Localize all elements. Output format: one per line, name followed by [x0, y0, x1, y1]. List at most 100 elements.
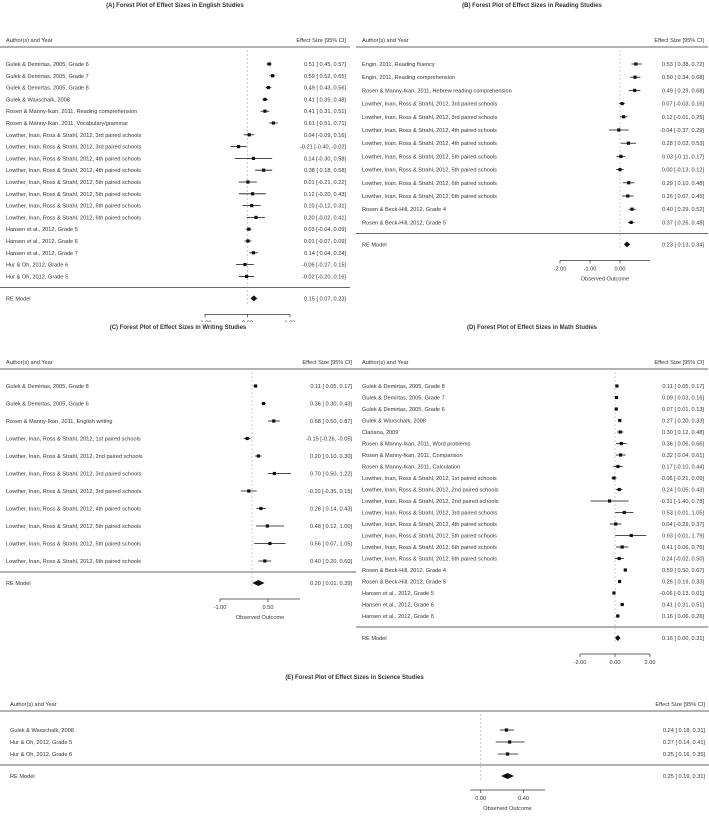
effect-size-ci-label: 0.68 [ 0.50, 0.87] [310, 419, 352, 425]
column-header-effect-size: Effect Size [95% CI] [654, 38, 704, 44]
effect-size-ci-label: 0.20 [ 0.10, 0.30] [310, 454, 352, 460]
point-estimate-square [263, 109, 267, 113]
point-estimate-square [617, 487, 621, 492]
point-estimate-square [622, 510, 626, 515]
x-tick-label: -2.00 [554, 266, 567, 272]
study-label: Lowther, Inan, Ross & Strahl, 2012, 1st … [6, 437, 141, 443]
study-label: Rosen & Beck-Hill, 2012, Grade 5 [362, 580, 446, 586]
effect-size-ci-label: 0.24 [ 0.05, 0.43] [662, 488, 704, 494]
column-header-study: Author(s) and Year [6, 360, 53, 366]
point-estimate-square [253, 384, 258, 388]
effect-size-ci-label: 0.01 [-0.21, 0.22] [304, 180, 347, 186]
study-label: Hur & Oh, 2012, Grade 6 [6, 263, 68, 269]
study-label: Hansen et al., 2012, Grade 5 [6, 227, 78, 233]
effect-size-ci-label: 0.26 [ 0.19, 0.33] [662, 580, 704, 586]
forest-plot-svg: (D) Forest Plot of Effect Sizes in Math … [356, 325, 708, 676]
effect-size-ci-label: 0.24 [-0.02, 0.50] [662, 557, 705, 563]
effect-size-ci-label: 0.56 [ 0.07, 1.05] [310, 542, 352, 548]
summary-ci-label: 0.23 [ 0.13, 0.34] [662, 242, 704, 248]
point-estimate-square [614, 407, 618, 411]
column-header-study: Author(s) and Year [362, 38, 409, 44]
effect-size-ci-label: -0.06 [-0.13, 0.01] [660, 591, 705, 597]
effect-size-ci-label: 0.70 [ 0.50, 1.22] [310, 472, 352, 478]
effect-size-ci-label: 0.49 [ 0.29, 0.68] [662, 88, 704, 94]
effect-size-ci-label: 0.41 [ 0.31, 0.51] [662, 603, 704, 609]
study-label: Lowther, Inan, Ross & Strahl, 2012, 2nd … [362, 499, 499, 505]
point-estimate-square [262, 168, 266, 172]
study-label: Lowther, Inan, Ross & Strahl, 2012, 6th … [6, 204, 141, 210]
point-estimate-square [612, 476, 616, 480]
effect-size-ci-label: 0.36 [ 0.30, 0.43] [310, 402, 352, 408]
x-tick-label: -1.00 [214, 605, 227, 611]
point-estimate-square [245, 436, 249, 441]
effect-size-ci-label: 0.12 [-0.20, 0.43] [304, 192, 347, 198]
effect-size-ci-label: 0.27 [ 0.20, 0.33] [662, 419, 704, 425]
study-label: Lowther, Inan, Ross & Strahl, 2012, 3rd … [6, 133, 141, 139]
study-label: Rosen & Manny-Ikan, 2011, English writin… [6, 419, 113, 425]
effect-size-ci-label: -0.02 [-0.20, 0.16] [302, 274, 347, 280]
effect-size-ci-label: -0.10 [-0.35, 0.15] [308, 489, 353, 495]
point-estimate-square [620, 602, 624, 607]
column-header-effect-size: Effect Size [95% CI] [654, 360, 704, 366]
effect-size-ci-label: 0.01 [-0.07, 0.09] [304, 239, 347, 245]
study-label: Engin, 2011, Reading comprehension [362, 75, 455, 81]
point-estimate-square [254, 215, 258, 219]
study-label: Lowther, Inan, Ross & Strahl, 2012, 6th … [362, 181, 497, 187]
study-label: Gulek & Demirtas, 2005, Grade 8 [6, 86, 89, 92]
effect-size-ci-label: 0.59 [ 0.52, 0.65] [304, 74, 346, 80]
summary-diamond [623, 241, 631, 248]
point-estimate-square [246, 239, 250, 243]
effect-size-ci-label: 0.09 [ 0.03, 0.16] [662, 396, 704, 402]
study-label: Engin, 2011, Reading fluency [362, 62, 435, 68]
effect-size-ci-label: 0.32 [ 0.04, 0.61] [662, 453, 704, 459]
study-label: Gulek & Demirtas, 2005, Grade 6 [362, 407, 445, 413]
effect-size-ci-label: 0.38 [ 0.18, 0.58] [304, 168, 346, 174]
forest-plot-b-reading: (B) Forest Plot of Effect Sizes in Readi… [356, 0, 708, 322]
effect-size-ci-label: 0.07 [-0.03, 0.16] [662, 102, 705, 108]
study-label: Lowther, Inan, Ross & Strahl, 2012, 6th … [6, 215, 141, 221]
forest-plot-a-english: (A) Forest Plot of Effect Sizes in Engli… [0, 0, 350, 336]
forest-plot-e-science: (E) Forest Plot of Effect Sizes in Scien… [0, 672, 709, 816]
study-label: Lowther, Inan, Ross & Strahl, 2012, 6th … [362, 545, 497, 551]
point-estimate-square [251, 251, 256, 255]
point-estimate-square [627, 181, 631, 185]
x-axis-label: Observed Outcome [581, 276, 630, 282]
effect-size-ci-label: 0.40 [ 0.20, 0.60] [310, 559, 352, 565]
point-estimate-square [617, 579, 622, 584]
effect-size-ci-label: -0.15 [-0.26, -0.05] [306, 437, 352, 443]
effect-size-ci-label: 0.03 [-0.04, 0.09] [304, 227, 347, 233]
summary-label: RE Model [362, 636, 387, 642]
effect-size-ci-label: 0.27 [ 0.14, 0.41] [663, 740, 705, 746]
study-label: Lowther, Inan, Ross & Strahl, 2012, 3rd … [6, 489, 141, 495]
study-label: Hur & Oh, 2012, Grade 5 [6, 274, 68, 280]
summary-label: RE Model [6, 296, 31, 302]
forest-plot-svg: (C) Forest Plot of Effect Sizes in Writi… [0, 325, 356, 621]
effect-size-ci-label: -0.31 [-1.40, 0.78] [660, 499, 705, 505]
study-label: Rosen & Manny-Ikan, 2011, Hebrew reading… [362, 88, 512, 94]
study-label: Lowther, Inan, Ross & Strahl, 2012, 4th … [362, 522, 497, 528]
column-header-study: Author(s) and Year [6, 38, 53, 44]
point-estimate-square [615, 384, 619, 388]
effect-size-ci-label: 0.03 [-0.11, 0.17] [662, 154, 704, 160]
point-estimate-square [614, 395, 619, 400]
summary-ci-label: 0.16 [ 0.00, 0.31] [662, 636, 704, 642]
effect-size-ci-label: 0.53 [ 0.01, 1.05] [662, 511, 704, 517]
summary-label: RE Model [362, 242, 387, 248]
effect-size-ci-label: 0.30 [ 0.12, 0.48] [662, 430, 704, 436]
effect-size-ci-label: 0.00 [-0.13, 0.12] [662, 168, 705, 174]
point-estimate-square [265, 524, 269, 528]
point-estimate-square [504, 728, 509, 732]
point-estimate-square [626, 141, 630, 145]
point-estimate-square [259, 506, 263, 511]
effect-size-ci-label: 0.37 [ 0.26, 0.48] [662, 220, 704, 226]
point-estimate-square [630, 207, 634, 211]
study-label: Lowther, Inan, Ross & Strahl, 2012, 4th … [6, 156, 141, 162]
point-estimate-square [618, 418, 622, 423]
summary-ci-label: 0.25 [ 0.19, 0.31] [663, 774, 705, 780]
column-header-effect-size: Effect Size [95% CI] [296, 38, 346, 44]
point-estimate-square [619, 441, 623, 446]
study-label: Lowther, Inan, Ross & Strahl, 2012, 5th … [362, 154, 497, 160]
point-estimate-square [245, 274, 249, 278]
point-estimate-square [247, 227, 251, 231]
study-label: Hansen et al., 2012, Grade 5 [362, 591, 434, 597]
